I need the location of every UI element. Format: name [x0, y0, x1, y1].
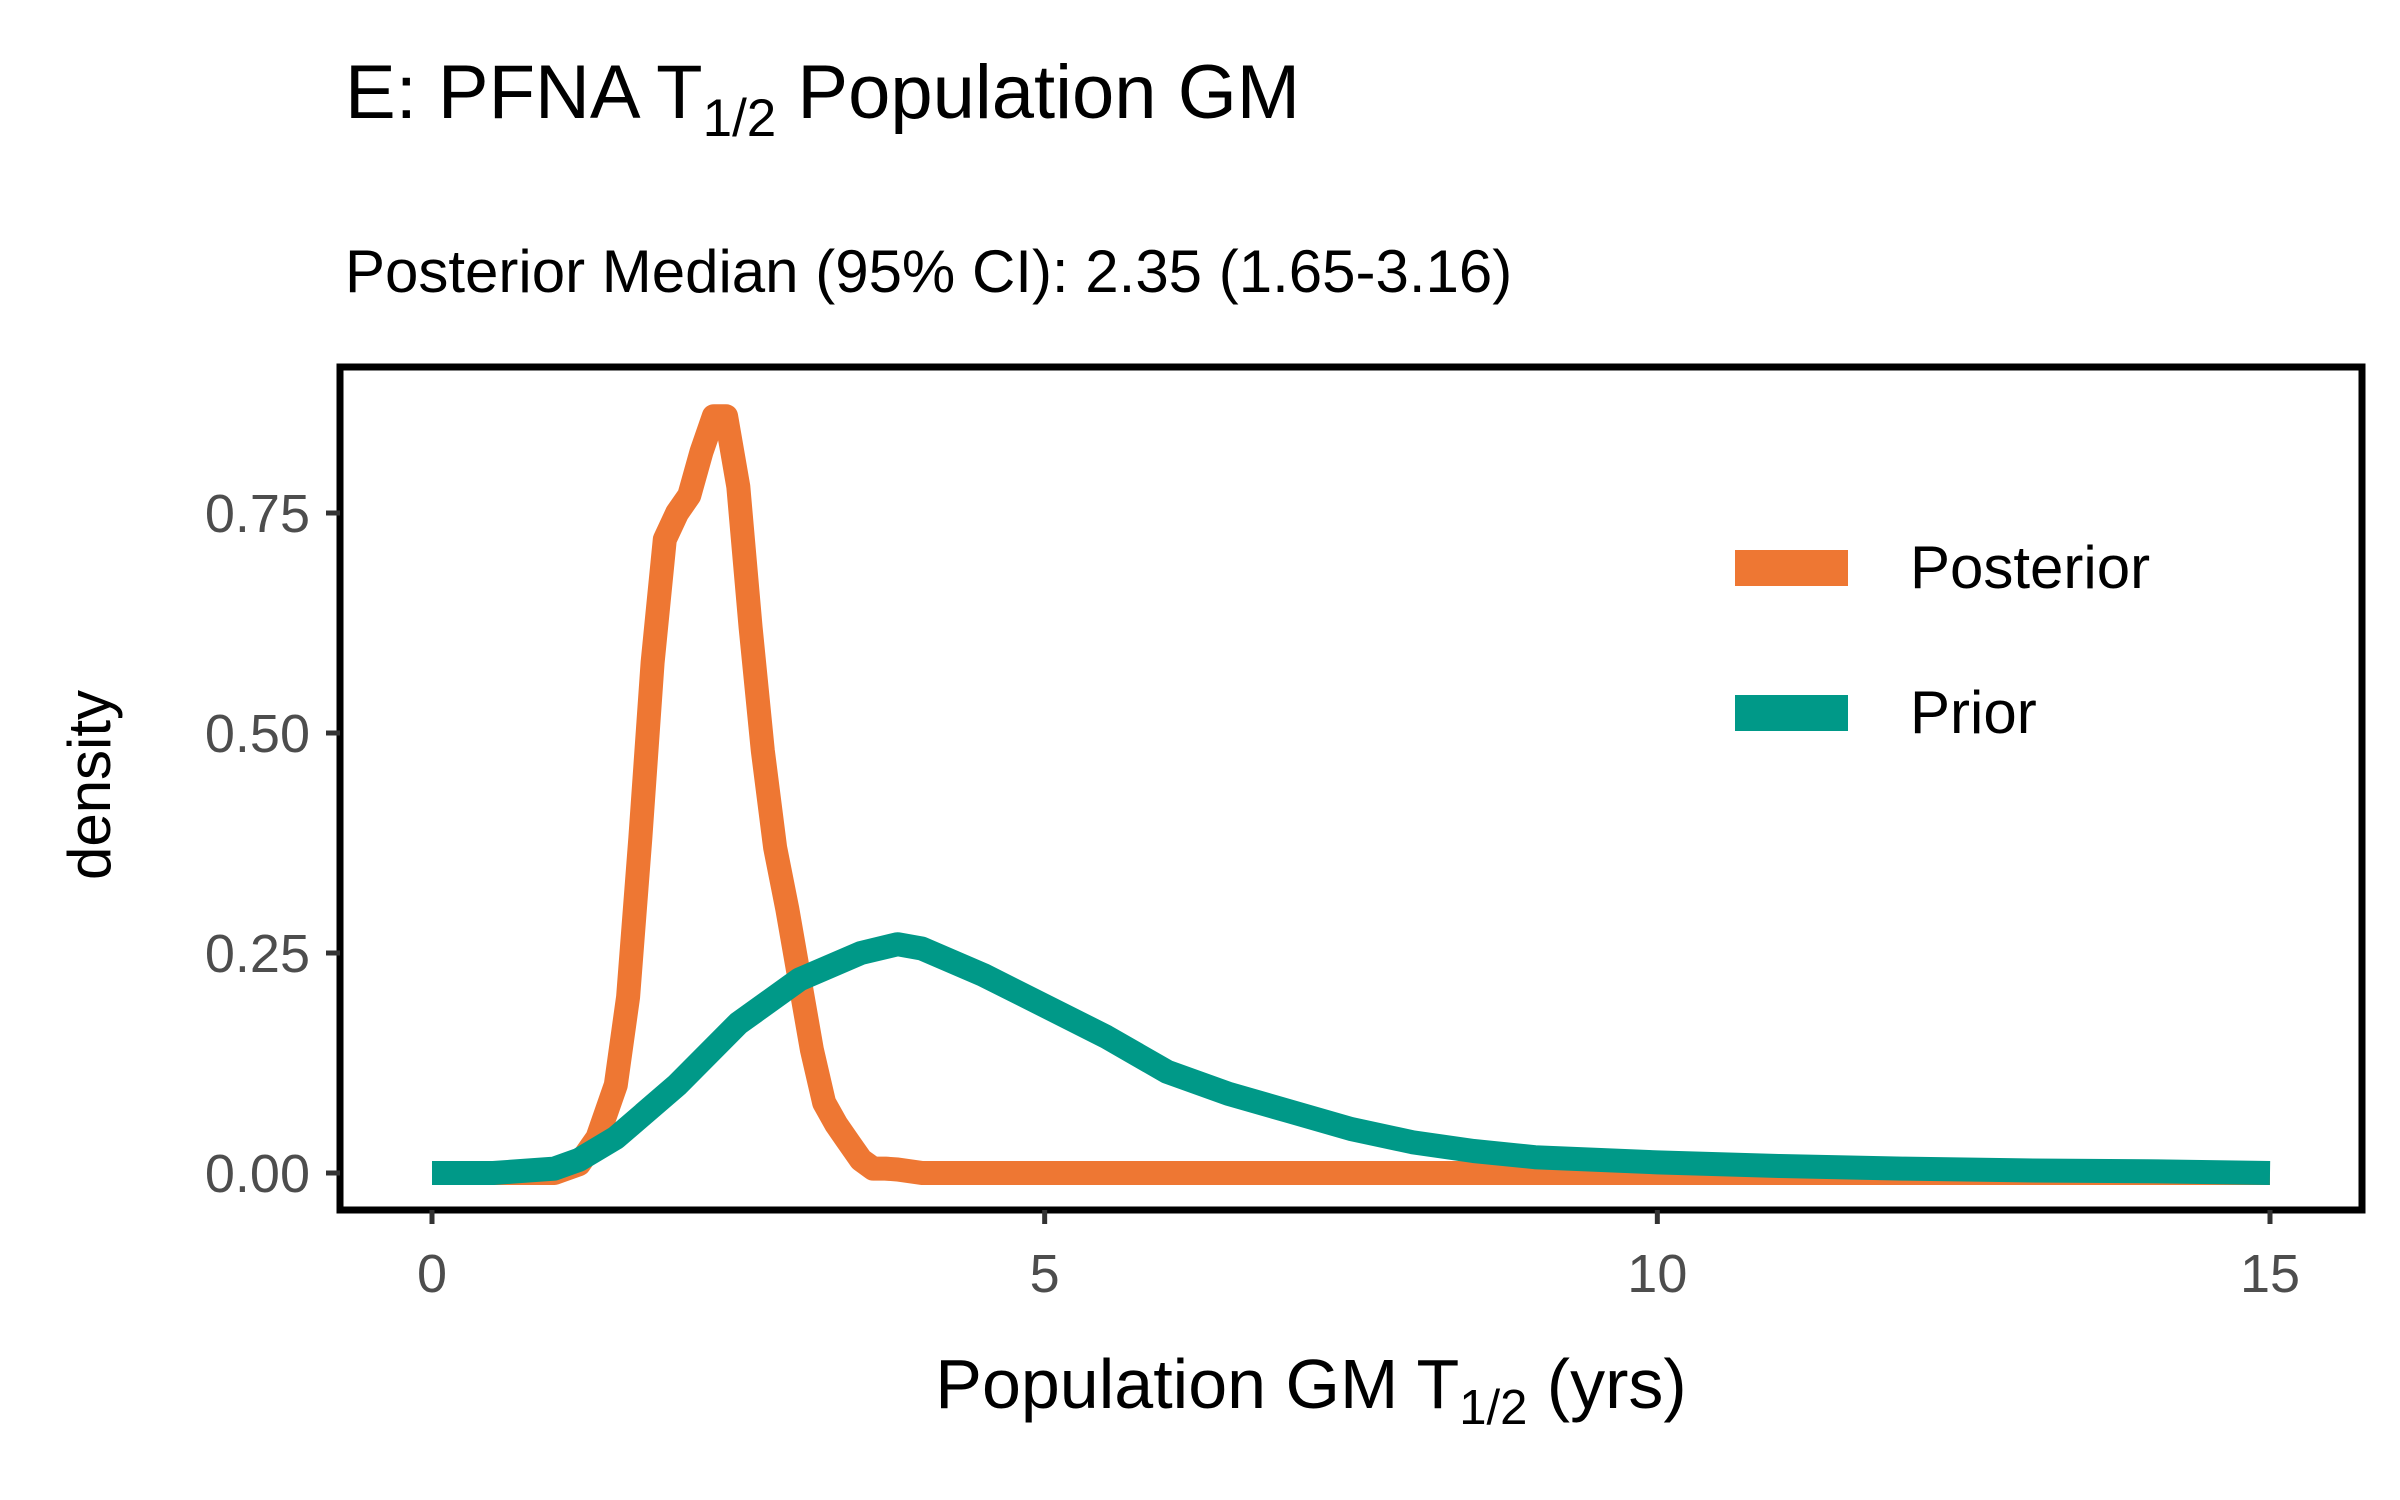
y-tick-label: 0.25 — [205, 924, 310, 984]
y-tick-label: 0.50 — [205, 704, 310, 764]
x-axis-label-prefix: Population GM T — [935, 1345, 1459, 1423]
x-axis-label-suffix: (yrs) — [1527, 1345, 1686, 1423]
legend-label-prior: Prior — [1910, 679, 2037, 746]
x-tick-label: 15 — [2240, 1244, 2300, 1304]
legend-label-posterior: Posterior — [1910, 534, 2150, 601]
chart-title-suffix: Population GM — [776, 50, 1300, 135]
x-tick-label: 10 — [1627, 1244, 1687, 1304]
chart-title: E: PFNA T1/2 Population GM — [345, 50, 1300, 148]
chart-title-subscript: 1/2 — [703, 89, 777, 148]
x-axis-label: Population GM T1/2 (yrs) — [935, 1345, 1687, 1435]
x-tick-label: 0 — [417, 1244, 447, 1304]
x-axis-label-subscript: 1/2 — [1459, 1381, 1527, 1435]
y-tick-label: 0.00 — [205, 1144, 310, 1204]
series-line-prior — [432, 932, 2271, 1185]
x-tick-label: 5 — [1030, 1244, 1060, 1304]
chart-title-prefix: E: PFNA T — [345, 50, 703, 135]
y-axis-label: density — [56, 690, 123, 880]
plot-area: 0.00 0.25 0.50 0.75 0 5 10 15 Posterior Prior — [205, 363, 2366, 1304]
plot-border — [336, 363, 2366, 1214]
chart-subtitle: Posterior Median (95% CI): 2.35 (1.65-3.… — [345, 238, 1512, 305]
series-line-posterior — [432, 404, 2270, 1185]
y-tick-label: 0.75 — [205, 484, 310, 544]
